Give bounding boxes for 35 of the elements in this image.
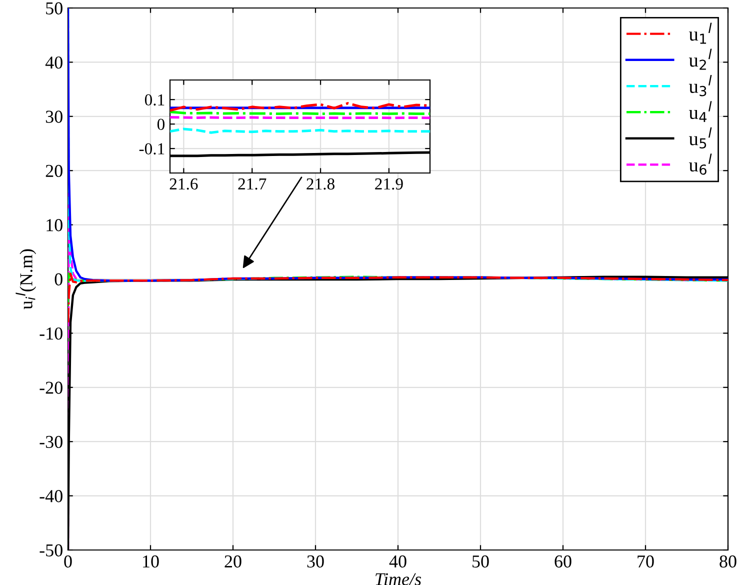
y-tick-label: -50 bbox=[40, 544, 62, 556]
x-tick-label: 50 bbox=[472, 555, 489, 568]
legend-label: u$_{6}$$^{l}$ bbox=[688, 154, 712, 175]
x-tick-label: 80 bbox=[720, 555, 736, 568]
x-tick-label: 21.7 bbox=[238, 178, 266, 190]
legend-label: u$_{2}$$^{l}$ bbox=[688, 48, 712, 70]
y-tick-label: 0.1 bbox=[144, 94, 164, 106]
y-tick-label: 0 bbox=[54, 273, 62, 286]
legend-label: u$_{5}$$^{l}$ bbox=[688, 127, 712, 148]
x-tick-label: 40 bbox=[389, 555, 406, 568]
x-tick-label: 30 bbox=[307, 555, 324, 568]
y-tick-label: -40 bbox=[40, 490, 62, 502]
legend-label: u$_{4}$$^{l}$ bbox=[688, 101, 712, 122]
legend-label: u$_{3}$$^{l}$ bbox=[688, 75, 712, 96]
x-tick-label: 20 bbox=[224, 555, 242, 568]
x-tick-label: 21.9 bbox=[375, 178, 403, 190]
y-tick-label: 0 bbox=[157, 118, 165, 130]
y-tick-label: 20 bbox=[46, 164, 62, 178]
x-tick-label: 70 bbox=[638, 555, 654, 568]
y-tick-label: -30 bbox=[40, 436, 62, 448]
x-axis-title: Time/s bbox=[376, 573, 422, 585]
x-tick-label: 60 bbox=[554, 555, 572, 568]
x-tick-label: 21.6 bbox=[170, 178, 198, 190]
y-tick-label: -0.1 bbox=[139, 143, 164, 155]
y-tick-label: 30 bbox=[46, 110, 62, 123]
y-tick-label: 40 bbox=[45, 56, 62, 69]
y-tick-label: -20 bbox=[40, 382, 62, 394]
legend-label: u$_{1}$$^{l}$ bbox=[688, 22, 712, 44]
line-series bbox=[68, 272, 728, 324]
x-tick-label: 21.8 bbox=[306, 178, 334, 190]
y-tick-label: 10 bbox=[46, 219, 62, 232]
y-tick-label: 50 bbox=[46, 2, 62, 14]
y-tick-label: -10 bbox=[40, 327, 62, 340]
x-tick-label: 0 bbox=[64, 555, 72, 568]
y-axis-title: u$_{i}$$^{l}$(N.m) bbox=[16, 249, 36, 310]
